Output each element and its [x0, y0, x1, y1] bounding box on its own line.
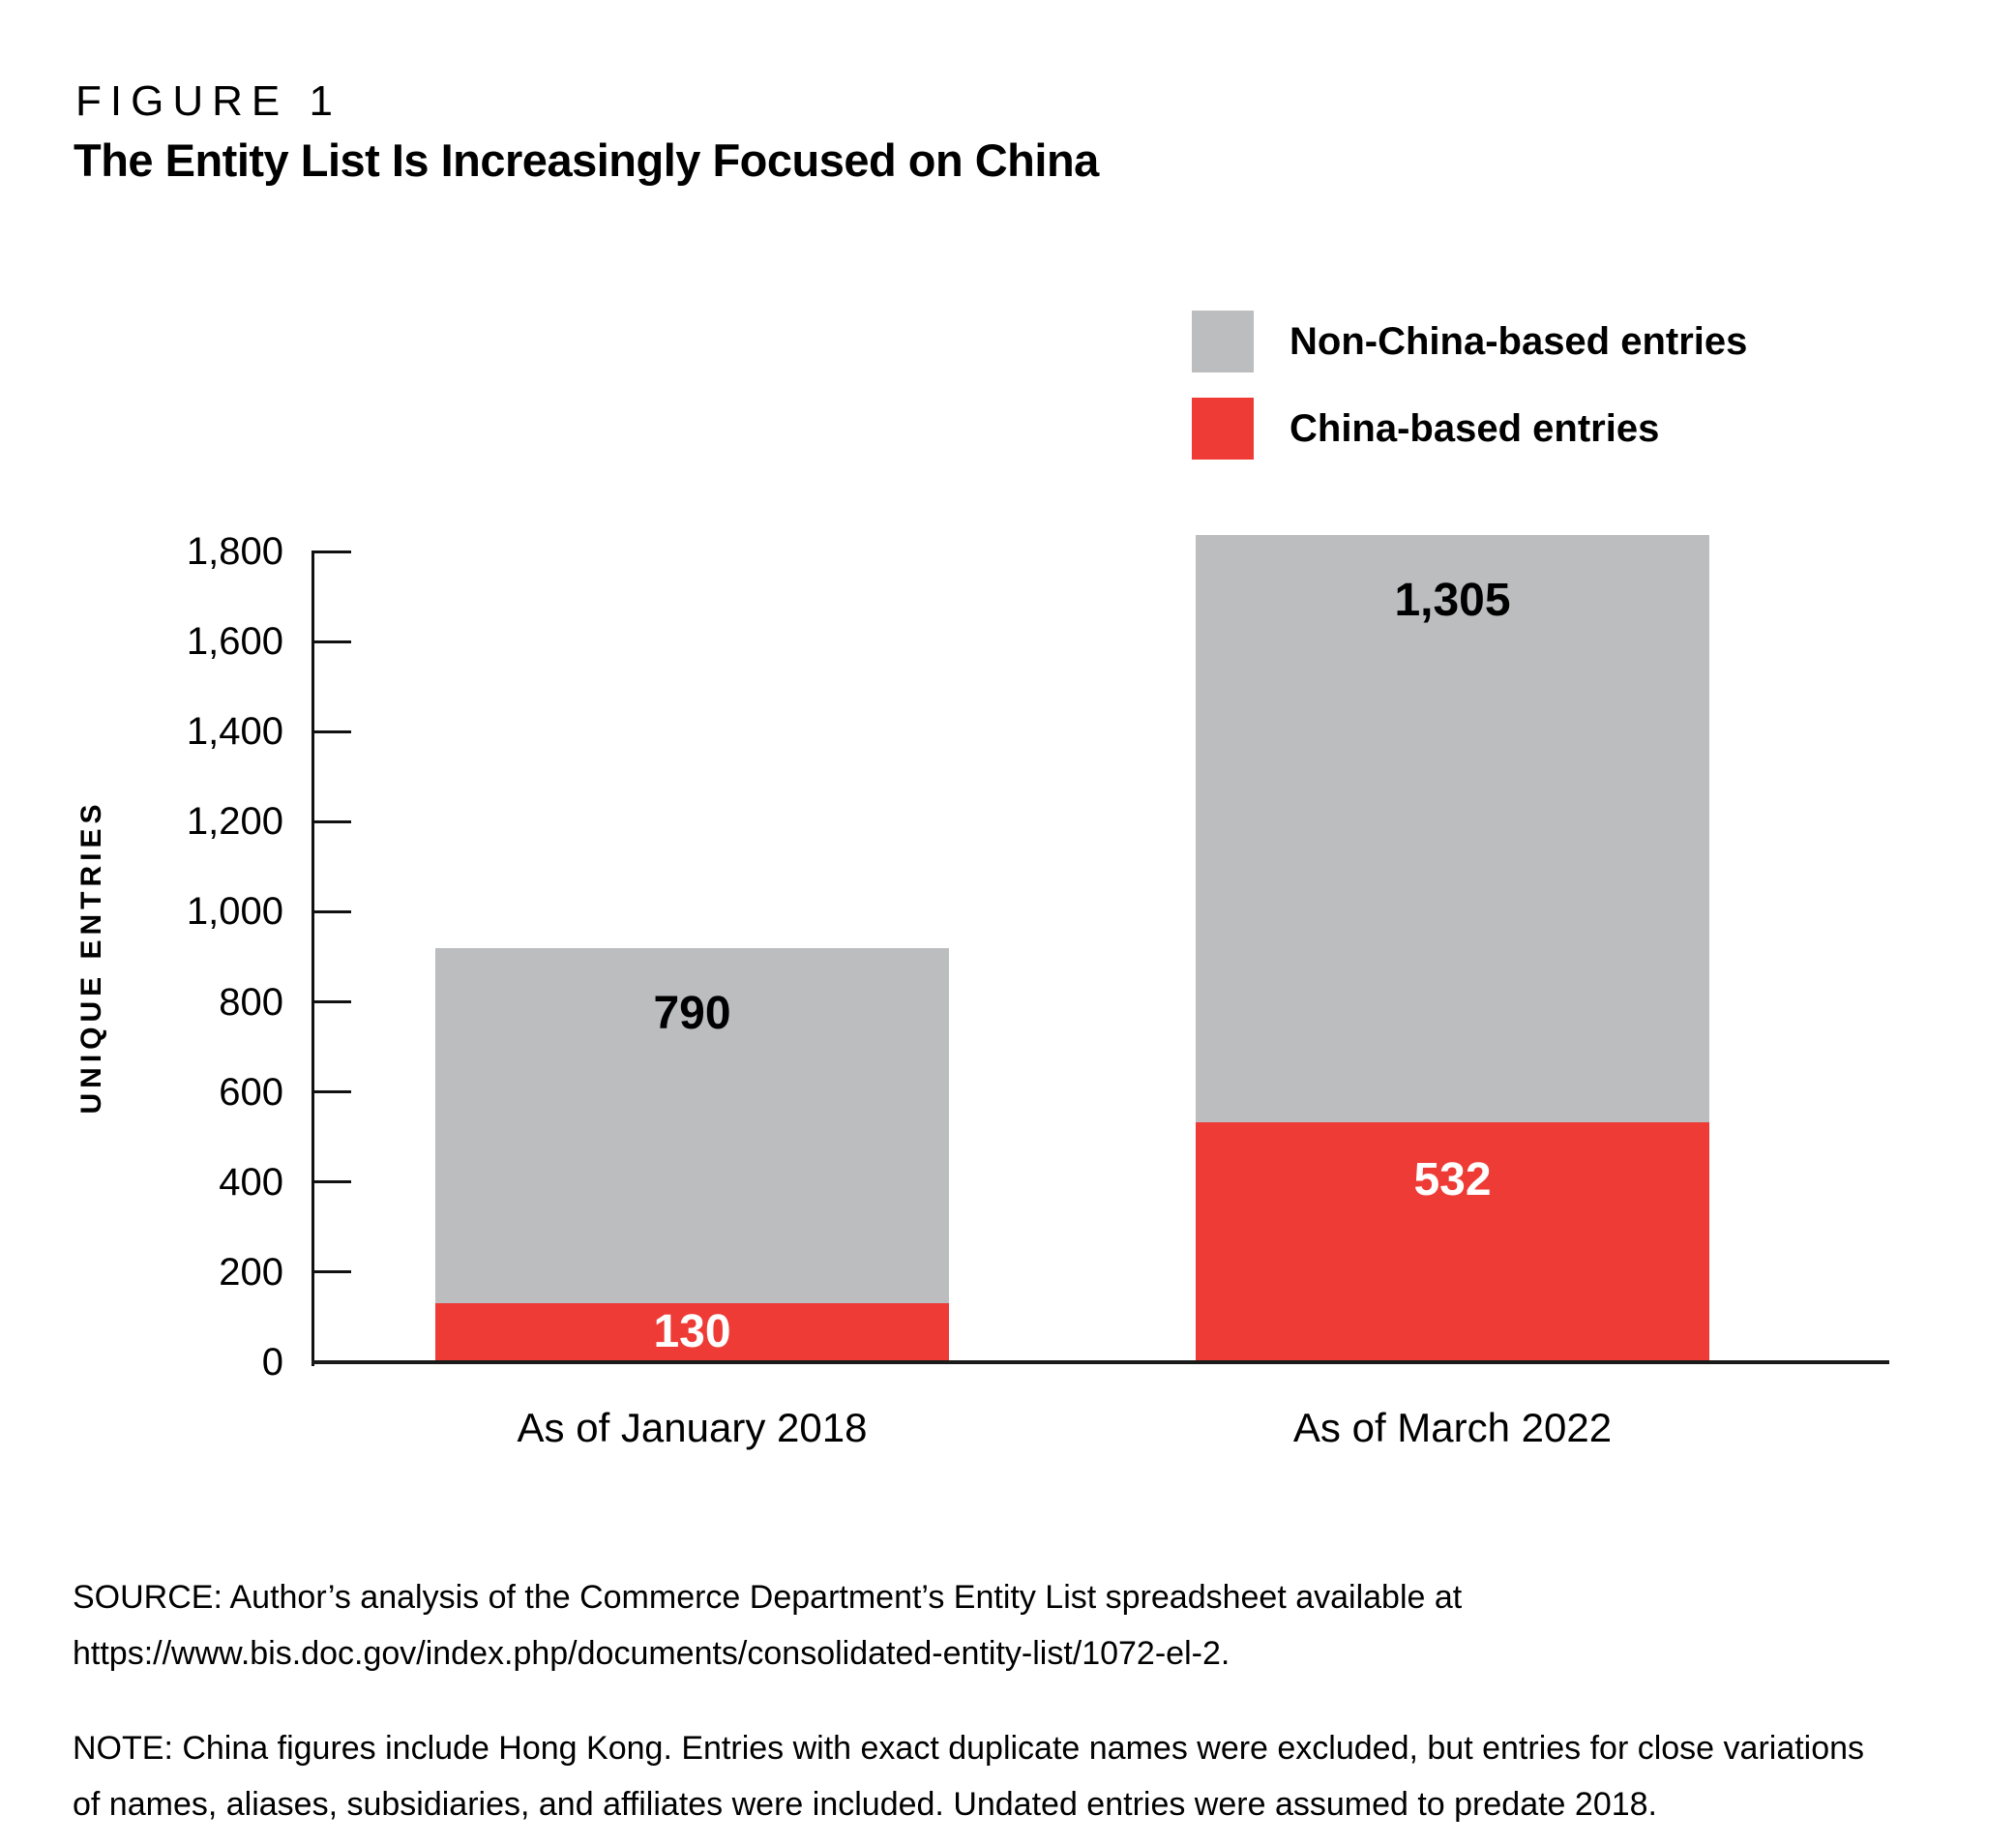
- y-tick: [311, 1000, 351, 1004]
- y-tick-label: 200: [219, 1250, 283, 1294]
- legend-swatch-china-icon: [1192, 398, 1254, 460]
- note-text: NOTE: China figures include Hong Kong. E…: [73, 1720, 1864, 1832]
- source-line: SOURCE: Author’s analysis of the Commerc…: [73, 1579, 1463, 1616]
- bar-value-label-non-china: 1,305: [1394, 574, 1511, 626]
- bar-value-label-non-china: 790: [653, 987, 731, 1039]
- y-tick-label: 0: [261, 1341, 283, 1384]
- y-axis-title: UNIQUE ENTRIES: [75, 799, 107, 1115]
- y-tick-label: 1,000: [186, 890, 283, 934]
- y-tick: [311, 640, 351, 643]
- y-tick-label: 1,800: [186, 530, 283, 573]
- y-tick-label: 1,400: [186, 710, 283, 754]
- bar-segment-non-china: [1196, 534, 1709, 1123]
- y-tick-label: 1,200: [186, 800, 283, 844]
- legend-swatch-non-china-icon: [1192, 311, 1254, 372]
- x-category-label: As of January 2018: [517, 1405, 868, 1450]
- bar-segment-china: [435, 1303, 949, 1362]
- bar-value-label-china: 532: [1413, 1154, 1492, 1206]
- y-tick: [311, 909, 351, 913]
- source-text: SOURCE: Author’s analysis of the Commerc…: [73, 1569, 1462, 1681]
- bar-value-label-china: 130: [653, 1306, 731, 1358]
- y-tick-label: 400: [219, 1160, 283, 1204]
- x-axis-line: [311, 1360, 1889, 1364]
- bar-segment-china: [1196, 1122, 1709, 1362]
- note-line: NOTE: China figures include Hong Kong. E…: [73, 1730, 1865, 1767]
- legend-item-china: China-based entries: [1192, 397, 1747, 461]
- note-line: of names, aliases, subsidiaries, and aff…: [73, 1786, 1657, 1823]
- y-tick: [311, 729, 351, 733]
- figure-title: The Entity List Is Increasingly Focused …: [74, 134, 1099, 186]
- y-tick: [311, 1090, 351, 1094]
- y-tick: [311, 1270, 351, 1274]
- bar-segment-non-china: [435, 947, 949, 1304]
- y-tick-label: 800: [219, 980, 283, 1024]
- y-tick: [311, 550, 351, 553]
- figure-number: FIGURE 1: [75, 77, 341, 125]
- y-tick: [311, 1180, 351, 1184]
- legend-label-non-china: Non-China-based entries: [1290, 319, 1748, 363]
- source-line: https://www.bis.doc.gov/index.php/docume…: [73, 1635, 1230, 1672]
- y-tick-label: 600: [219, 1070, 283, 1114]
- legend-item-non-china: Non-China-based entries: [1192, 310, 1747, 373]
- y-axis-line: [311, 551, 314, 1366]
- y-tick: [311, 819, 351, 823]
- legend-label-china: China-based entries: [1290, 406, 1660, 450]
- x-category-label: As of March 2022: [1292, 1405, 1613, 1450]
- y-tick-label: 1,600: [186, 620, 283, 664]
- chart-legend: Non-China-based entries China-based entr…: [1192, 310, 1747, 484]
